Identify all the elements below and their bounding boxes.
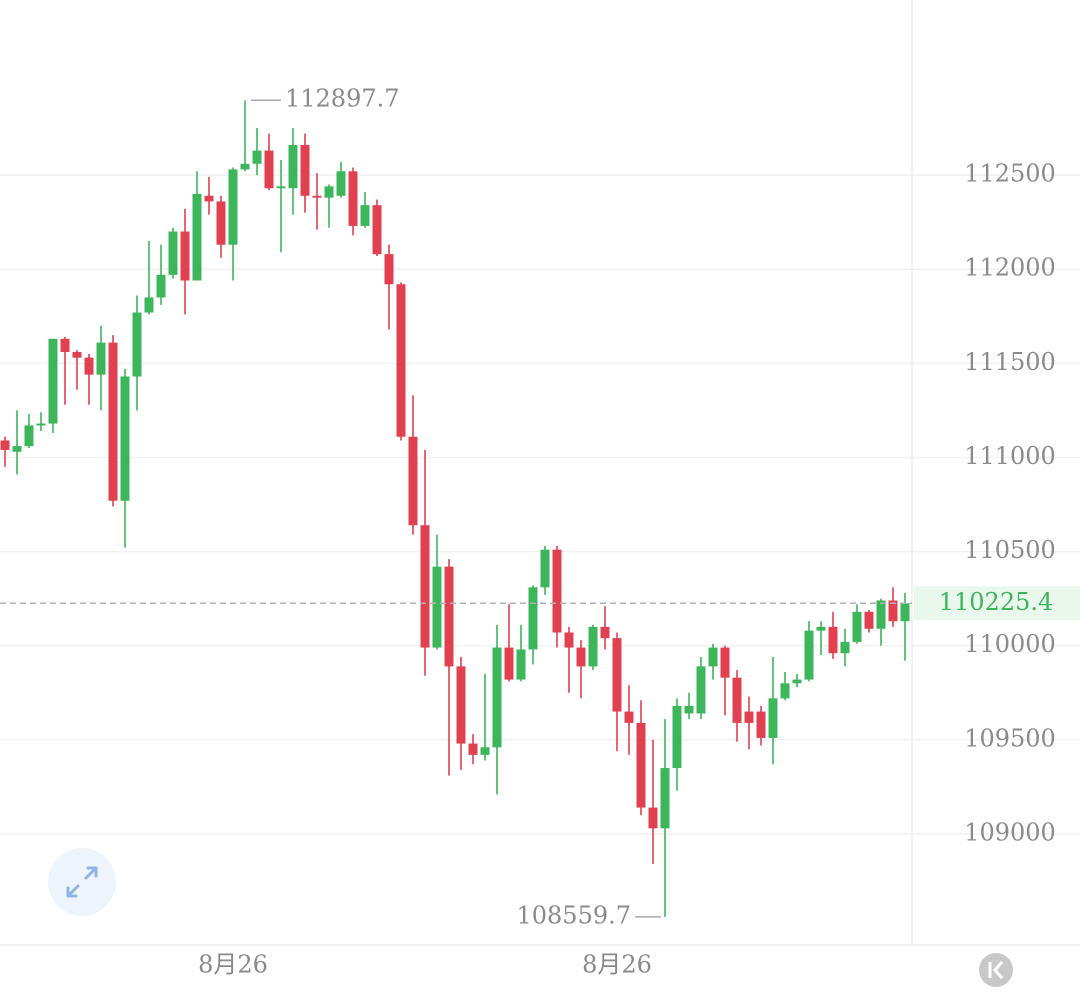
candle-body — [864, 611, 874, 629]
candle-body — [768, 698, 778, 738]
candle-body — [204, 195, 214, 202]
y-tick-label: 112500 — [964, 160, 1056, 188]
candle-body — [120, 376, 130, 501]
candle-body — [672, 705, 682, 769]
candle-body — [348, 171, 358, 226]
candle-body — [804, 630, 814, 680]
y-tick-label: 110500 — [964, 536, 1056, 564]
candle-body — [276, 186, 286, 189]
candle-body — [288, 144, 298, 189]
candle-body — [180, 231, 190, 281]
candle-body — [576, 647, 586, 667]
scroll-to-latest-button[interactable] — [979, 953, 1013, 987]
candle-body — [636, 722, 646, 808]
candle-body — [744, 711, 754, 723]
candle-body — [684, 705, 694, 714]
candle-body — [456, 666, 466, 744]
candle-body — [372, 205, 382, 255]
candle-body — [720, 647, 730, 678]
candle-body — [588, 626, 598, 667]
candle-body — [564, 632, 574, 648]
candle-body — [24, 425, 34, 447]
candle-body — [60, 338, 70, 353]
candle-body — [504, 647, 514, 680]
candle-body — [420, 525, 430, 648]
max-label: 112897.7 — [285, 85, 400, 113]
candle-body — [324, 186, 334, 198]
candle-body — [600, 626, 610, 639]
candle-body — [408, 436, 418, 526]
y-tick-label: 110000 — [964, 630, 1056, 658]
candle-body — [468, 743, 478, 755]
candle-body — [240, 163, 250, 170]
candle-body — [432, 566, 442, 648]
candle-body — [72, 352, 82, 358]
candle-body — [516, 649, 526, 680]
y-tick-label: 111500 — [964, 348, 1056, 376]
candle-body — [228, 169, 238, 245]
candle-body — [360, 205, 370, 226]
y-tick-label: 111000 — [964, 442, 1056, 470]
candle-body — [792, 679, 802, 684]
y-tick-label: 112000 — [964, 254, 1056, 282]
candle-body — [492, 647, 502, 748]
candle-body — [888, 600, 898, 622]
candle-body — [876, 600, 886, 629]
candle-body — [252, 150, 262, 164]
last-price-label: 110225.4 — [939, 588, 1054, 616]
candle-body — [840, 641, 850, 654]
candle-body — [828, 626, 838, 654]
candle-body — [312, 195, 322, 198]
candle-body — [756, 711, 766, 738]
candle-body — [48, 338, 58, 424]
candle-body — [540, 549, 550, 588]
candle-body — [36, 423, 46, 426]
candle-body — [132, 312, 142, 377]
candle-body — [708, 647, 718, 667]
y-tick-label: 109000 — [964, 818, 1056, 846]
candle-body — [144, 297, 154, 313]
last-price-badge — [914, 586, 1080, 621]
candle-body — [900, 603, 910, 622]
candle-body — [816, 626, 826, 631]
candle-body — [528, 587, 538, 650]
candle-body — [480, 747, 490, 755]
min-label: 108559.7 — [516, 901, 631, 929]
candle-body — [732, 677, 742, 723]
candle-body — [660, 768, 670, 829]
expand-button[interactable] — [48, 848, 116, 916]
candle-body — [84, 357, 94, 375]
candle-body — [156, 274, 166, 298]
candle-body — [264, 150, 274, 189]
candle-body — [648, 807, 658, 829]
candle-body — [96, 342, 106, 375]
candle-body — [384, 254, 394, 285]
candle-body — [0, 440, 10, 450]
candle-body — [396, 284, 406, 437]
candle-body — [852, 611, 862, 642]
candle-body — [552, 549, 562, 633]
candle-body — [612, 638, 622, 712]
candle-body — [444, 566, 454, 667]
candle-body — [216, 201, 226, 245]
candle-body — [168, 231, 178, 275]
candle-body — [300, 144, 310, 196]
y-tick-label: 109500 — [964, 724, 1056, 752]
candle-body — [108, 342, 118, 501]
candle-body — [12, 446, 22, 452]
x-tick-label: 8月26 — [582, 951, 652, 979]
candle-body — [780, 683, 790, 699]
candle-body — [696, 666, 706, 714]
x-tick-label: 8月26 — [198, 951, 268, 979]
candle-body — [336, 171, 346, 196]
candle-body — [624, 711, 634, 723]
candle-body — [192, 193, 202, 281]
